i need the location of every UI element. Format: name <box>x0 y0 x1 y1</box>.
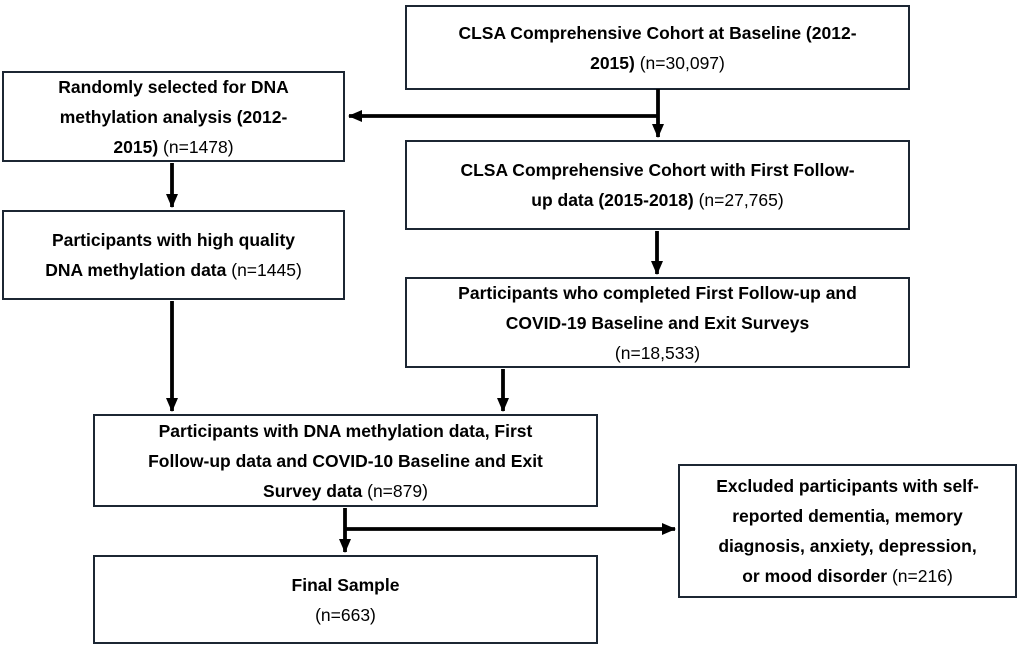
box-n-count: (n=663) <box>315 604 376 625</box>
box-dna-selected: Randomly selected for DNA methylation an… <box>2 71 345 162</box>
box-label: Final Sample <box>291 574 400 595</box>
box-final-sample: Final Sample (n=663) <box>93 555 598 644</box>
box-n-count: (n=1445) <box>231 260 302 280</box>
box-n-count: (n=27,765) <box>698 190 784 210</box>
box-baseline-cohort: CLSA Comprehensive Cohort at Baseline (2… <box>405 5 910 90</box>
box-excluded-participants: Excluded participants with self- reporte… <box>678 464 1017 598</box>
box-label: Randomly selected for DNA methylation an… <box>58 76 289 157</box>
box-n-count: (n=18,533) <box>614 342 701 363</box>
box-first-followup: CLSA Comprehensive Cohort with First Fol… <box>405 140 910 230</box>
box-n-count: (n=216) <box>891 566 953 586</box>
box-covid-surveys: Participants who completed First Follow-… <box>405 277 910 368</box>
box-n-count: (n=30,097) <box>639 52 725 73</box>
box-label: Excluded participants with self- reporte… <box>716 476 979 586</box>
box-label: CLSA Comprehensive Cohort at Baseline (2… <box>458 22 857 73</box>
box-label: Participants who completed First Follow-… <box>458 282 857 333</box>
box-combined-sample: Participants with DNA methylation data, … <box>93 414 598 507</box>
box-label: Participants with high quality DNA methy… <box>45 230 296 280</box>
box-label: CLSA Comprehensive Cohort with First Fol… <box>460 160 855 210</box>
box-n-count: (n=879) <box>367 480 428 501</box>
box-label: Participants with DNA methylation data, … <box>148 420 543 501</box>
box-dna-quality: Participants with high quality DNA methy… <box>2 210 345 300</box>
box-n-count: (n=1478) <box>163 136 234 157</box>
